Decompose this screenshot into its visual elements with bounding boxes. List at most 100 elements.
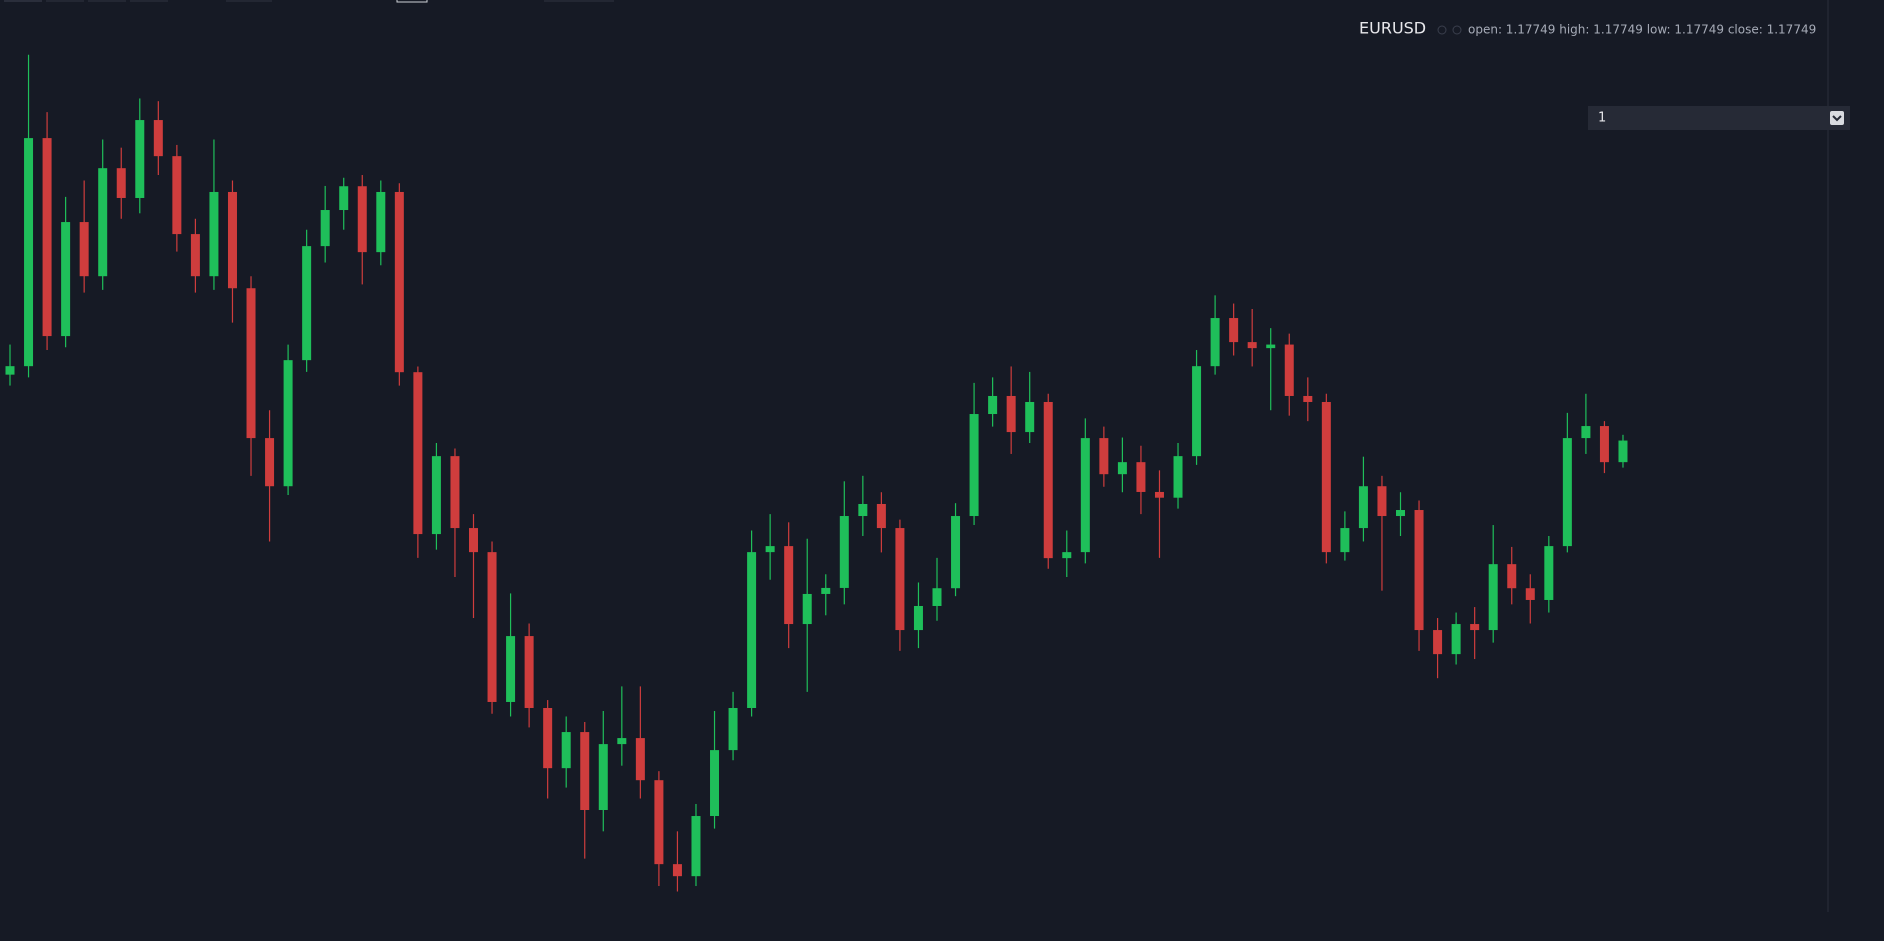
candle-body — [1173, 456, 1183, 498]
candle-body — [1099, 438, 1109, 475]
candle-body — [691, 816, 701, 877]
candle-body — [543, 707, 553, 769]
candle-body — [1062, 552, 1072, 559]
candle-body — [1284, 344, 1294, 396]
toolbar — [4, 0, 614, 3]
candle-body — [357, 186, 367, 253]
ohlc-legend: open: 1.17749 high: 1.17749 low: 1.17749… — [1468, 23, 1816, 37]
candle-body — [969, 414, 979, 517]
toolbar-button[interactable] — [226, 0, 272, 2]
candle-body — [98, 168, 108, 277]
candle-body — [413, 372, 423, 535]
candle-body — [1117, 462, 1127, 475]
candle-body — [1433, 630, 1443, 655]
marks — [5, 54, 1628, 892]
candle-body — [765, 546, 775, 553]
candle-body — [135, 120, 145, 198]
candle-body — [858, 503, 868, 517]
candle-body — [672, 864, 682, 877]
candle-body — [710, 750, 720, 817]
candle-body — [580, 732, 590, 810]
candle-body — [1229, 318, 1239, 343]
candle-body — [617, 738, 627, 745]
candle-body — [1562, 438, 1572, 547]
candle-body — [1136, 462, 1146, 492]
candle-body — [506, 636, 516, 702]
candle-body — [302, 246, 312, 361]
dropdown-box[interactable] — [1588, 106, 1850, 130]
candle-body — [876, 503, 886, 529]
candle-body — [376, 191, 386, 253]
candle-body — [487, 552, 497, 702]
candle-body — [1451, 624, 1461, 655]
candle-body — [1303, 395, 1313, 402]
candle-body — [24, 138, 34, 367]
candle-body — [821, 587, 831, 594]
candle-body — [913, 605, 923, 631]
candle-body — [1192, 366, 1202, 457]
candle-body — [1618, 440, 1628, 463]
candle-body — [784, 546, 794, 625]
candle-body — [1599, 426, 1609, 463]
candle-body — [1266, 344, 1276, 349]
toolbar-button[interactable] — [88, 0, 126, 2]
toolbar-button[interactable] — [4, 0, 42, 2]
candle-body — [450, 456, 460, 529]
candle-body — [265, 438, 275, 487]
toolbar-button[interactable] — [544, 0, 614, 2]
dropdown-arrow[interactable] — [1830, 111, 1844, 125]
candle-body — [561, 732, 571, 769]
candle-body — [116, 168, 126, 198]
candle-body — [42, 138, 52, 337]
candle-body — [839, 516, 849, 588]
toolbar-button[interactable] — [46, 0, 84, 2]
candle-body — [339, 186, 349, 211]
candle-body — [172, 156, 182, 235]
candle-body — [1321, 401, 1331, 553]
symbol: EURUSD — [1359, 19, 1426, 38]
candle-body — [209, 191, 219, 277]
candle-body — [227, 191, 237, 289]
candle-body — [1154, 491, 1164, 498]
candle-body — [246, 288, 256, 439]
candle-body — [635, 738, 645, 781]
candle-body — [1080, 438, 1090, 553]
toolbar-button[interactable] — [130, 0, 168, 2]
candle-body — [1507, 564, 1517, 589]
toolbar-button[interactable] — [396, 0, 428, 3]
candle-body — [1210, 318, 1220, 367]
visibility-icon[interactable] — [1437, 25, 1447, 35]
candle-body — [1470, 624, 1480, 631]
candle-body — [320, 210, 330, 247]
candle-body — [598, 744, 608, 810]
candle-body — [728, 707, 738, 751]
settings-icon[interactable] — [1452, 25, 1462, 35]
candle-body — [1581, 426, 1591, 439]
candle-body — [1247, 342, 1257, 349]
candle-body — [469, 528, 478, 553]
dropdown-chevron — [1832, 115, 1842, 122]
candle-body — [61, 222, 71, 337]
candle-body — [1544, 546, 1554, 600]
candle-body — [1414, 510, 1424, 631]
candle-body — [283, 360, 293, 487]
candle-body — [524, 636, 534, 708]
candle-body — [1396, 510, 1405, 517]
candle-body — [1358, 486, 1368, 529]
interval-dropdown[interactable]: 1 — [1588, 106, 1850, 130]
candle-body — [747, 552, 757, 708]
candle-body — [1006, 395, 1016, 433]
candle-body — [79, 222, 89, 277]
candle-body — [1488, 564, 1498, 631]
candle-body — [431, 456, 441, 535]
candle-body — [988, 395, 998, 415]
candle-body — [153, 120, 163, 157]
candle-body — [5, 366, 15, 375]
candle-body — [190, 234, 200, 277]
candle-body — [1043, 401, 1053, 559]
candle-body — [394, 191, 404, 373]
candle-body — [951, 516, 961, 589]
